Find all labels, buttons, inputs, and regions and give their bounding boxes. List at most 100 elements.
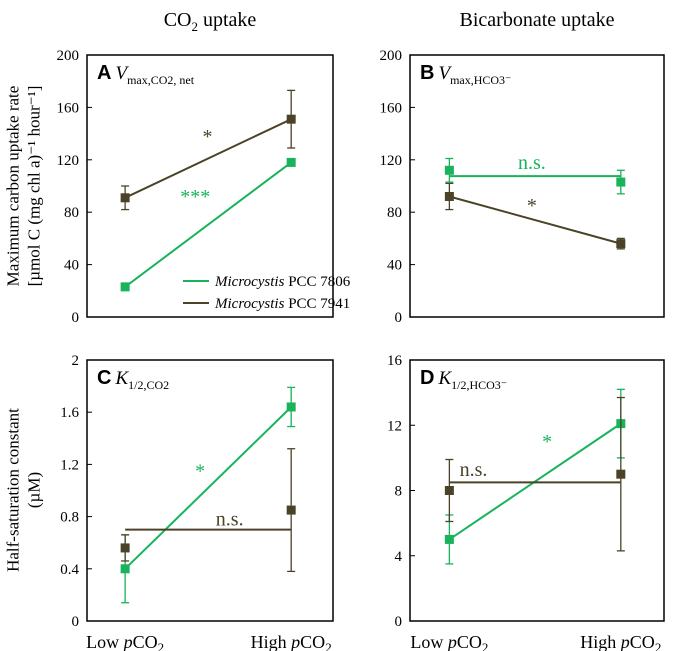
legend-genus: Microcystis: [214, 274, 285, 290]
fit-line: [124, 118, 292, 199]
x-tick-text: High: [580, 632, 621, 651]
panel-label: B Vmax,HCO3⁻: [420, 62, 511, 87]
data-point: [286, 114, 296, 124]
y-tick-label: 0: [395, 310, 403, 326]
data-point: [120, 543, 130, 553]
y-tick-label: 120: [380, 153, 403, 169]
y-tick-label: 0.8: [60, 510, 79, 526]
column-title-text: CO: [164, 9, 192, 31]
data-point: [616, 239, 626, 249]
x-tick-text: CO: [630, 632, 655, 651]
fit-line: [124, 406, 292, 570]
y-tick-label: 160: [57, 100, 80, 116]
data-point: [120, 193, 130, 203]
x-tick-subscript: 2: [158, 640, 165, 651]
legend-entry: Microcystis PCC 7806: [214, 274, 351, 290]
y-axis-label-top: Maximum carbon uptake rate [µmol C (mg ch…: [4, 86, 44, 287]
x-tick-subscript: 2: [482, 640, 489, 651]
significance-label: *: [527, 195, 537, 217]
data-point: [286, 402, 296, 412]
x-tick-subscript: 2: [325, 640, 332, 651]
column-title-text: Bicarbonate uptake: [460, 9, 615, 31]
significance-label: n.s.: [460, 459, 488, 481]
y-tick-label: 12: [387, 418, 402, 434]
fit-line: [449, 195, 622, 245]
legend-strain: PCC 7806: [284, 274, 350, 290]
panel-label: C K1/2,CO2: [97, 367, 169, 392]
column-title: CO2 uptake: [164, 9, 257, 34]
x-tick-text: High: [251, 632, 292, 651]
data-point: [444, 165, 454, 175]
panel-symbol: V: [438, 63, 452, 84]
y-tick-label: 80: [387, 205, 402, 221]
plot-frame: [409, 54, 665, 318]
panel-symbol: K: [114, 368, 129, 389]
legend-strain: PCC 7941: [284, 296, 350, 312]
column-title-subscript: 2: [191, 19, 198, 34]
x-tick-italic: p: [289, 632, 300, 651]
x-tick-text: Low: [410, 632, 448, 651]
x-tick-label: High pCO2: [580, 632, 661, 651]
panel-label: D K1/2,HCO3⁻: [420, 367, 507, 392]
panel-letter: B: [420, 62, 434, 84]
data-point: [444, 534, 454, 544]
y-axis-label-top-line: [µmol C (mg chl a)⁻¹ hour⁻¹]: [25, 86, 44, 287]
y-tick-label: 4: [395, 549, 403, 565]
y-tick-label: 40: [64, 258, 79, 274]
significance-label: *: [195, 460, 205, 482]
y-axis-label-bottom: Half-saturation constant (µM): [4, 408, 44, 572]
y-tick-label: 40: [387, 258, 402, 274]
column-title: Bicarbonate uptake: [460, 9, 615, 31]
panel-letter: C: [97, 367, 111, 389]
x-tick-text: CO: [300, 632, 325, 651]
data-point: [286, 157, 296, 167]
y-tick-label: 2: [72, 353, 80, 369]
y-tick-label: 0.4: [60, 562, 79, 578]
significance-label: n.s.: [216, 509, 244, 531]
data-point: [616, 469, 626, 479]
data-point: [444, 191, 454, 201]
y-tick-label: 0: [395, 614, 403, 630]
y-tick-label: 8: [395, 484, 403, 500]
panel-subscript: max,CO2, net: [127, 73, 195, 87]
legend-genus: Microcystis: [214, 296, 285, 312]
x-tick-italic: p: [619, 632, 630, 651]
panel-symbol: V: [115, 63, 129, 84]
significance-label: *: [203, 126, 213, 148]
x-tick-label: High pCO2: [251, 632, 332, 651]
y-tick-label: 16: [387, 353, 403, 369]
y-tick-label: 200: [380, 48, 403, 64]
panel-B: 0 40 80 120 160 200 B Vmax,HCO3⁻ n.s. *: [380, 48, 665, 326]
y-tick-label: 200: [57, 48, 80, 64]
plot-frame: [86, 359, 334, 622]
panel-label: A Vmax,CO2, net: [97, 62, 195, 87]
data-point: [444, 486, 454, 495]
y-tick-label: 80: [64, 205, 79, 221]
y-tick-label: 1.2: [60, 457, 79, 473]
data-point: [120, 564, 130, 574]
plot-frame: [86, 54, 334, 318]
y-tick-label: 120: [57, 153, 80, 169]
y-axis-label-bottom-line: (µM): [25, 472, 44, 508]
panel-letter: A: [97, 62, 111, 84]
panel-subscript: 1/2,HCO3⁻: [451, 378, 507, 392]
data-point: [286, 505, 296, 515]
y-tick-label: 1.6: [60, 405, 79, 421]
x-tick-text: Low: [86, 632, 124, 651]
x-tick-label: Low pCO2: [86, 632, 164, 651]
fit-line: [124, 161, 292, 288]
significance-label: n.s.: [518, 152, 546, 174]
x-tick-label: Low pCO2: [410, 632, 488, 651]
significance-label: *: [542, 431, 552, 453]
data-point: [616, 177, 626, 187]
y-axis-label-bottom-line: Half-saturation constant: [4, 408, 23, 572]
y-tick-label: 0: [72, 310, 80, 326]
y-tick-label: 0: [72, 614, 80, 630]
data-point: [120, 282, 130, 292]
legend-entry: Microcystis PCC 7941: [214, 296, 350, 312]
x-tick-text: CO: [133, 632, 158, 651]
